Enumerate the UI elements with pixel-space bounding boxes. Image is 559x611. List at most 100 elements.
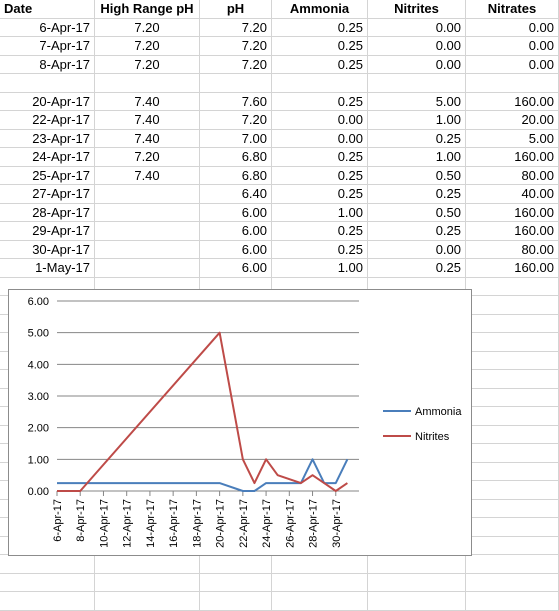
table-cell[interactable]: 0.25	[368, 185, 466, 204]
table-cell[interactable]: 40.00	[466, 185, 559, 204]
table-cell[interactable]: 7.20	[95, 148, 200, 167]
header-cell[interactable]: pH	[200, 0, 272, 19]
table-cell[interactable]: 0.25	[272, 55, 368, 74]
table-cell[interactable]	[95, 203, 200, 222]
header-cell[interactable]: Ammonia	[272, 0, 368, 19]
empty-cell[interactable]	[95, 592, 200, 611]
table-cell[interactable]: 7.40	[95, 129, 200, 148]
empty-cell[interactable]	[368, 573, 466, 592]
table-cell[interactable]: 6.80	[200, 148, 272, 167]
empty-cell[interactable]	[0, 592, 95, 611]
table-cell[interactable]: 6.00	[200, 259, 272, 278]
table-cell[interactable]: 0.25	[272, 37, 368, 56]
empty-cell[interactable]	[466, 314, 559, 333]
table-cell[interactable]: 0.25	[272, 222, 368, 241]
table-cell[interactable]: 0.25	[272, 185, 368, 204]
table-cell[interactable]: 0.25	[272, 148, 368, 167]
table-cell[interactable]	[95, 240, 200, 259]
table-cell[interactable]: 0.25	[272, 92, 368, 111]
empty-cell[interactable]	[466, 370, 559, 389]
empty-cell[interactable]	[0, 573, 95, 592]
table-cell[interactable]: 1.00	[272, 259, 368, 278]
table-cell[interactable]: 160.00	[466, 92, 559, 111]
table-cell[interactable]: 0.00	[368, 18, 466, 37]
table-cell[interactable]: 0.00	[466, 55, 559, 74]
empty-cell[interactable]	[466, 481, 559, 500]
header-cell[interactable]: Date	[0, 0, 95, 19]
table-cell[interactable]: 8-Apr-17	[0, 55, 95, 74]
table-cell[interactable]	[466, 74, 559, 93]
table-cell[interactable]: 1.00	[272, 203, 368, 222]
table-cell[interactable]: 0.25	[272, 240, 368, 259]
empty-cell[interactable]	[200, 592, 272, 611]
table-cell[interactable]: 7.20	[200, 111, 272, 130]
empty-cell[interactable]	[368, 592, 466, 611]
empty-cell[interactable]	[95, 555, 200, 574]
table-cell[interactable]: 0.50	[368, 166, 466, 185]
table-cell[interactable]: 0.00	[368, 37, 466, 56]
table-cell[interactable]: 0.25	[368, 129, 466, 148]
table-cell[interactable]: 160.00	[466, 222, 559, 241]
table-cell[interactable]: 7-Apr-17	[0, 37, 95, 56]
table-cell[interactable]: 0.25	[272, 18, 368, 37]
table-cell[interactable]: 0.25	[368, 222, 466, 241]
empty-cell[interactable]	[466, 518, 559, 537]
table-cell[interactable]: 0.00	[466, 37, 559, 56]
empty-cell[interactable]	[466, 499, 559, 518]
header-cell[interactable]: High Range pH	[95, 0, 200, 19]
table-cell[interactable]: 7.40	[95, 92, 200, 111]
table-cell[interactable]: 0.00	[368, 55, 466, 74]
table-cell[interactable]	[272, 74, 368, 93]
table-cell[interactable]	[95, 74, 200, 93]
table-cell[interactable]: 20-Apr-17	[0, 92, 95, 111]
table-cell[interactable]: 6.00	[200, 203, 272, 222]
table-cell[interactable]: 23-Apr-17	[0, 129, 95, 148]
table-cell[interactable]: 160.00	[466, 203, 559, 222]
table-cell[interactable]: 5.00	[368, 92, 466, 111]
table-cell[interactable]	[200, 74, 272, 93]
table-cell[interactable]: 7.20	[200, 18, 272, 37]
table-cell[interactable]: 20.00	[466, 111, 559, 130]
table-cell[interactable]: 7.20	[95, 37, 200, 56]
empty-cell[interactable]	[466, 351, 559, 370]
line-chart[interactable]: 0.00 1.00 2.00 3.00 4.00 5.00 6.00 6-Apr-17 8-Ap…	[8, 289, 472, 556]
table-cell[interactable]: 6.40	[200, 185, 272, 204]
table-cell[interactable]: 7.20	[95, 18, 200, 37]
empty-cell[interactable]	[466, 573, 559, 592]
table-cell[interactable]: 0.25	[368, 259, 466, 278]
table-cell[interactable]: 80.00	[466, 166, 559, 185]
table-cell[interactable]	[0, 74, 95, 93]
empty-cell[interactable]	[466, 444, 559, 463]
table-cell[interactable]: 7.20	[95, 55, 200, 74]
empty-cell[interactable]	[272, 592, 368, 611]
table-cell[interactable]: 0.00	[466, 18, 559, 37]
table-cell[interactable]: 7.20	[200, 37, 272, 56]
table-cell[interactable]: 7.20	[200, 55, 272, 74]
empty-cell[interactable]	[466, 407, 559, 426]
table-cell[interactable]: 6-Apr-17	[0, 18, 95, 37]
table-cell[interactable]: 1.00	[368, 111, 466, 130]
empty-cell[interactable]	[466, 462, 559, 481]
table-cell[interactable]: 5.00	[466, 129, 559, 148]
table-cell[interactable]: 160.00	[466, 148, 559, 167]
empty-cell[interactable]	[466, 333, 559, 352]
empty-cell[interactable]	[200, 555, 272, 574]
table-cell[interactable]: 28-Apr-17	[0, 203, 95, 222]
empty-cell[interactable]	[368, 555, 466, 574]
table-cell[interactable]	[95, 259, 200, 278]
table-cell[interactable]: 160.00	[466, 259, 559, 278]
table-cell[interactable]: 6.80	[200, 166, 272, 185]
empty-cell[interactable]	[466, 277, 559, 296]
empty-cell[interactable]	[466, 536, 559, 555]
table-cell[interactable]: 0.00	[368, 240, 466, 259]
table-cell[interactable]	[95, 185, 200, 204]
empty-cell[interactable]	[272, 573, 368, 592]
table-cell[interactable]: 0.00	[272, 111, 368, 130]
table-cell[interactable]	[368, 74, 466, 93]
table-cell[interactable]: 0.25	[272, 166, 368, 185]
header-cell[interactable]: Nitrites	[368, 0, 466, 19]
empty-cell[interactable]	[466, 296, 559, 315]
empty-cell[interactable]	[466, 388, 559, 407]
header-cell[interactable]: Nitrates	[466, 0, 559, 19]
table-cell[interactable]	[95, 222, 200, 241]
